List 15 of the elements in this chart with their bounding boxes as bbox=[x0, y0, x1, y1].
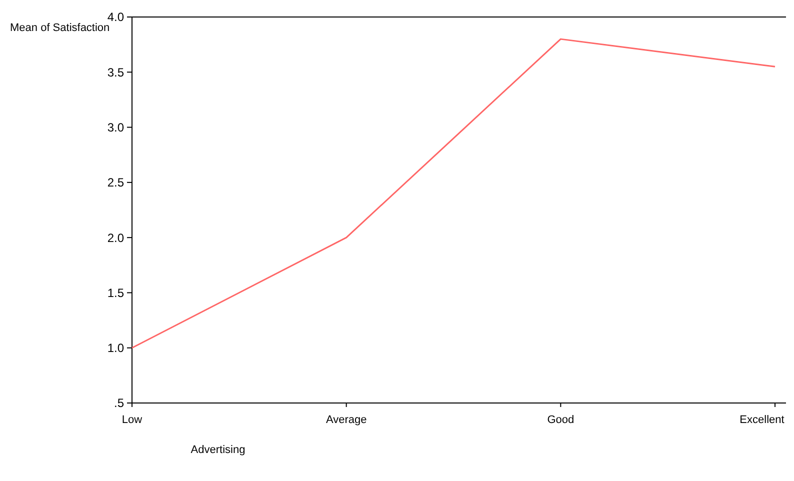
y-tick-label: 3.5 bbox=[107, 65, 124, 80]
x-tick-label: Excellent bbox=[740, 414, 784, 426]
x-tick-label: Average bbox=[326, 414, 367, 426]
x-axis-title: Advertising bbox=[190, 444, 246, 456]
y-axis-title: Mean of Satisfaction bbox=[10, 22, 110, 34]
y-tick-label: 2.5 bbox=[107, 176, 124, 190]
x-tick-label: Good bbox=[547, 414, 574, 426]
y-tick-label: 4.0 bbox=[107, 10, 124, 24]
x-tick-label: Low bbox=[122, 414, 142, 426]
y-tick-label: 1.5 bbox=[107, 286, 124, 300]
y-tick-label: 2.0 bbox=[107, 230, 124, 245]
y-tick-label: .5 bbox=[114, 396, 124, 410]
y-tick-label: 1.0 bbox=[107, 341, 124, 356]
line-series bbox=[131, 38, 776, 349]
y-tick-label: 3.0 bbox=[107, 120, 124, 134]
